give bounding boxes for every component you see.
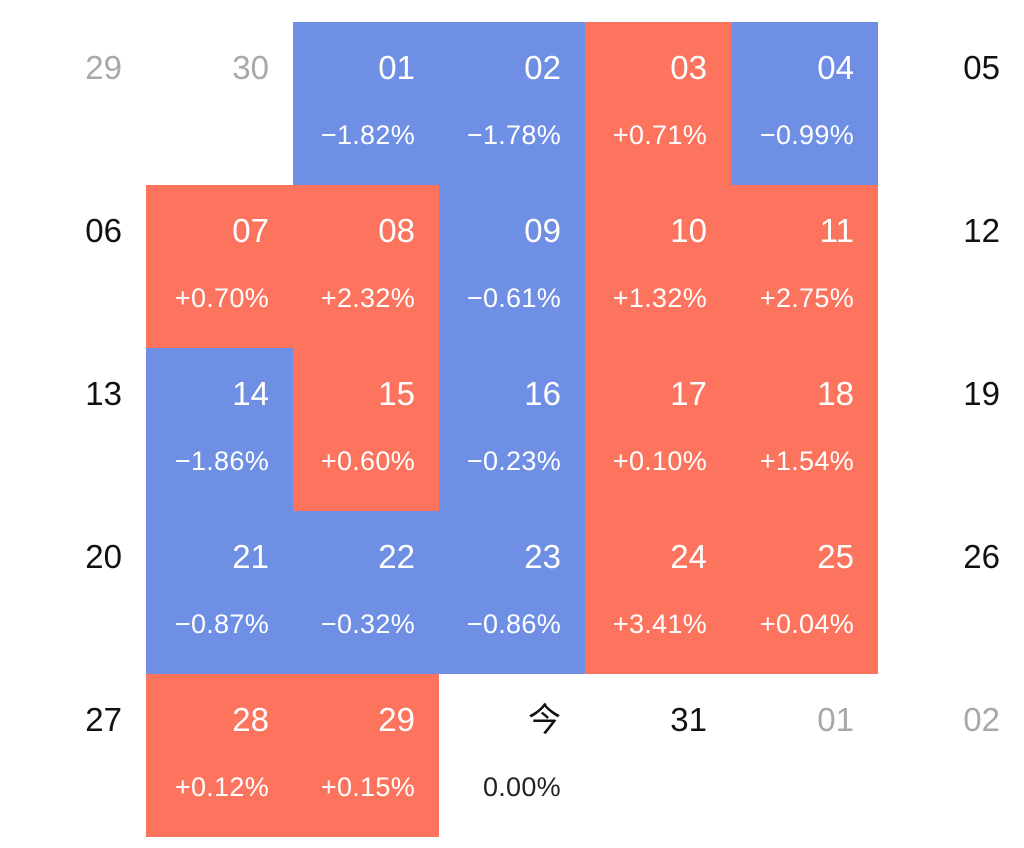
calendar-day-cell[interactable]: 03 +0.71% [585, 22, 731, 185]
day-number: 03 [670, 49, 707, 86]
calendar-day-cell[interactable]: 23 −0.86% [439, 511, 585, 674]
calendar-day-cell[interactable]: 15 +0.60% [293, 348, 439, 511]
calendar-day-cell[interactable]: 16 −0.23% [439, 348, 585, 511]
calendar-day-cell[interactable]: 13 [0, 348, 146, 511]
calendar-day-cell[interactable]: 04 −0.99% [731, 22, 878, 185]
day-number: 08 [378, 212, 415, 249]
calendar-day-cell[interactable]: 11 +2.75% [731, 185, 878, 348]
calendar-day-cell[interactable]: 今 0.00% [439, 674, 585, 837]
calendar-day-cell[interactable]: 29 +0.15% [293, 674, 439, 837]
day-change-percent: +0.12% [174, 772, 269, 802]
day-number: 20 [85, 538, 122, 575]
day-number: 19 [963, 375, 1000, 412]
day-change-percent: −0.86% [466, 609, 561, 639]
day-change-percent: +0.70% [174, 283, 269, 313]
calendar-day-cell[interactable]: 21 −0.87% [146, 511, 293, 674]
day-number: 23 [524, 538, 561, 575]
day-number: 11 [819, 212, 854, 249]
calendar-day-cell[interactable]: 22 −0.32% [293, 511, 439, 674]
day-change-percent: +1.54% [759, 446, 854, 476]
day-change-percent: −1.78% [466, 120, 561, 150]
day-number: 01 [817, 701, 854, 738]
day-number: 今 [528, 701, 561, 738]
calendar-day-cell[interactable]: 29 [0, 22, 146, 185]
day-change-percent: +1.32% [612, 283, 707, 313]
calendar-day-cell[interactable]: 28 +0.12% [146, 674, 293, 837]
calendar-day-cell[interactable]: 12 [878, 185, 1024, 348]
day-number: 04 [817, 49, 854, 86]
day-number: 29 [85, 49, 122, 86]
day-number: 09 [524, 212, 561, 249]
calendar-day-cell[interactable]: 01 −1.82% [293, 22, 439, 185]
calendar-day-cell[interactable]: 02 [878, 674, 1024, 837]
day-number: 27 [85, 701, 122, 738]
day-number: 10 [670, 212, 707, 249]
day-number: 28 [232, 701, 269, 738]
day-change-percent: +2.32% [320, 283, 415, 313]
calendar-day-cell[interactable]: 25 +0.04% [731, 511, 878, 674]
day-number: 13 [85, 375, 122, 412]
day-number: 12 [963, 212, 1000, 249]
day-number: 25 [817, 538, 854, 575]
day-number: 17 [670, 375, 707, 412]
day-number: 30 [232, 49, 269, 86]
calendar-day-cell[interactable]: 06 [0, 185, 146, 348]
day-change-percent: +2.75% [759, 283, 854, 313]
day-number: 02 [963, 701, 1000, 738]
day-number: 26 [963, 538, 1000, 575]
day-change-percent: −1.82% [320, 120, 415, 150]
day-number: 14 [232, 375, 269, 412]
calendar-day-cell[interactable]: 05 [878, 22, 1024, 185]
calendar-day-cell[interactable]: 30 [146, 22, 293, 185]
day-number: 29 [378, 701, 415, 738]
day-change-percent: −0.61% [466, 283, 561, 313]
calendar-day-cell[interactable]: 18 +1.54% [731, 348, 878, 511]
calendar-day-cell[interactable]: 07 +0.70% [146, 185, 293, 348]
calendar-day-cell[interactable]: 24 +3.41% [585, 511, 731, 674]
day-number: 31 [670, 701, 707, 738]
calendar-day-cell[interactable]: 02 −1.78% [439, 22, 585, 185]
day-change-percent: +0.60% [320, 446, 415, 476]
calendar-day-cell[interactable]: 17 +0.10% [585, 348, 731, 511]
day-change-percent: +0.04% [759, 609, 854, 639]
calendar-day-cell[interactable]: 14 −1.86% [146, 348, 293, 511]
calendar-day-cell[interactable]: 26 [878, 511, 1024, 674]
calendar-day-cell[interactable]: 31 [585, 674, 731, 837]
day-number: 06 [85, 212, 122, 249]
day-number: 16 [524, 375, 561, 412]
calendar-day-cell[interactable]: 27 [0, 674, 146, 837]
calendar-day-cell[interactable]: 01 [731, 674, 878, 837]
day-change-percent: −0.23% [466, 446, 561, 476]
day-number: 22 [378, 538, 415, 575]
day-change-percent: −0.32% [320, 609, 415, 639]
day-change-percent: −1.86% [174, 446, 269, 476]
day-change-percent: −0.99% [759, 120, 854, 150]
day-number: 02 [524, 49, 561, 86]
day-change-percent: +0.15% [320, 772, 415, 802]
calendar-day-cell[interactable]: 20 [0, 511, 146, 674]
day-number: 01 [378, 49, 415, 86]
calendar-day-cell[interactable]: 19 [878, 348, 1024, 511]
day-number: 18 [817, 375, 854, 412]
day-number: 15 [378, 375, 415, 412]
calendar-day-cell[interactable]: 08 +2.32% [293, 185, 439, 348]
day-number: 05 [963, 49, 1000, 86]
day-change-percent: +0.10% [612, 446, 707, 476]
day-change-percent: 0.00% [482, 772, 561, 802]
calendar-grid: 29 30 01 −1.82% 02 −1.78% 03 +0.71% 04 −0.99% 05 06… [0, 22, 1024, 837]
day-number: 21 [232, 538, 269, 575]
day-number: 24 [670, 538, 707, 575]
day-change-percent: −0.87% [174, 609, 269, 639]
day-number: 07 [232, 212, 269, 249]
day-change-percent: +3.41% [612, 609, 707, 639]
calendar-day-cell[interactable]: 09 −0.61% [439, 185, 585, 348]
calendar-day-cell[interactable]: 10 +1.32% [585, 185, 731, 348]
day-change-percent: +0.71% [612, 120, 707, 150]
